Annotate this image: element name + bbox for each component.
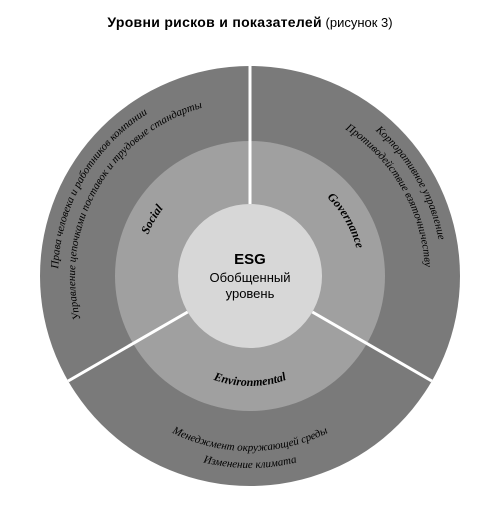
diagram-title: Уровни рисков и показателей (рисунок 3) [0, 14, 500, 32]
title-suffix: (рисунок 3) [322, 15, 393, 30]
center-title: ESG [234, 251, 266, 268]
center-subtitle-2: уровень [226, 286, 275, 301]
center-subtitle-1: Обобщенный [210, 270, 291, 285]
esg-rings-diagram: SocialПрава человека и работников компан… [20, 46, 480, 506]
title-main: Уровни рисков и показателей [107, 14, 322, 30]
